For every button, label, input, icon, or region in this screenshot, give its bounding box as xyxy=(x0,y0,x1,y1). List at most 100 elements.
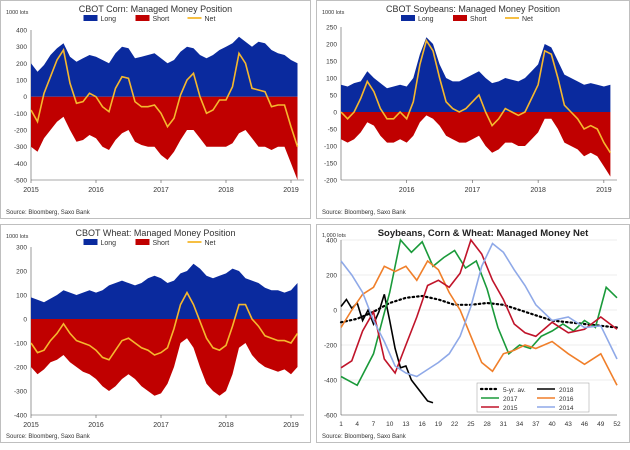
y-tick-label: -50 xyxy=(328,127,338,134)
y-tick-label: 0 xyxy=(23,317,27,324)
net-line xyxy=(30,47,299,147)
chart-title: CBOT Corn: Managed Money Position xyxy=(79,4,232,14)
source-note: Source: Bloomberg, Saxo Bank xyxy=(322,210,407,216)
source-note: Source: Bloomberg, Saxo Bank xyxy=(6,434,91,440)
x-tick-label: 13 xyxy=(402,421,410,428)
y-tick-label: 200 xyxy=(326,42,337,49)
legend-label: Long xyxy=(101,16,117,23)
x-tick-label: 10 xyxy=(386,421,394,428)
net-line xyxy=(30,290,299,361)
chart-title: CBOT Wheat: Managed Money Position xyxy=(76,228,236,238)
legend-swatch-long xyxy=(83,239,98,245)
y-tick-label: 200 xyxy=(16,61,27,68)
y-tick-label: 100 xyxy=(326,76,337,83)
y-tick-label: -100 xyxy=(14,341,27,348)
legend: Long Short Net xyxy=(83,15,216,23)
x-tick-label: 2016 xyxy=(88,187,104,194)
x-tick-label: 2017 xyxy=(465,187,481,194)
y-tick-label: 300 xyxy=(16,245,27,252)
y-tick-label: -300 xyxy=(14,144,27,151)
short-area xyxy=(31,319,298,396)
net-line xyxy=(340,38,612,154)
x-tick-label: 19 xyxy=(435,421,443,428)
x-tick-label: 2016 xyxy=(88,422,104,429)
x-tick-label: 2015 xyxy=(23,187,39,194)
legend-label: 2016 xyxy=(559,396,574,403)
x-tick-label: 22 xyxy=(451,421,459,428)
chart-panel-4: Soybeans, Corn & Wheat: Managed Money Ne… xyxy=(316,224,630,443)
chart-panel-1: CBOT Corn: Managed Money Position 1000 lo… xyxy=(0,0,311,219)
unit-label: 1000 lots xyxy=(6,10,29,16)
y-tick-label: 100 xyxy=(16,78,27,85)
series-line-2015 xyxy=(340,238,618,375)
legend-label: 5-yr. av. xyxy=(503,387,526,394)
legend-label: Net xyxy=(205,16,216,23)
y-tick-label: -600 xyxy=(324,413,337,420)
y-tick-label: -400 xyxy=(14,413,27,420)
legend-label: 2015 xyxy=(503,405,518,412)
y-tick-label: 50 xyxy=(330,93,338,100)
x-tick-label: 16 xyxy=(419,421,427,428)
unit-label: 1000 lots xyxy=(322,10,345,16)
chart-title: CBOT Soybeans: Managed Money Position xyxy=(386,4,560,14)
y-tick-label: -400 xyxy=(324,378,337,385)
legend-swatch-long xyxy=(83,15,98,21)
x-tick-label: 2019 xyxy=(596,187,612,194)
legend-swatch-short xyxy=(135,15,150,21)
legend: Long Short Net xyxy=(401,15,533,23)
y-tick-label: 150 xyxy=(326,59,337,66)
legend-swatch-long xyxy=(401,15,415,21)
x-tick-label: 25 xyxy=(467,421,475,428)
y-tick-label: 250 xyxy=(326,25,337,32)
y-tick-label: -100 xyxy=(324,144,337,151)
x-tick-label: 2017 xyxy=(153,422,169,429)
legend-label: 2014 xyxy=(559,405,574,412)
legend-label: 2018 xyxy=(559,387,574,394)
short-area xyxy=(341,112,611,177)
x-tick-label: 2018 xyxy=(218,422,234,429)
y-tick-label: -200 xyxy=(324,343,337,350)
legend-label: Long xyxy=(418,16,434,23)
legend: Long Short Net xyxy=(83,239,216,247)
chart-panel-2: CBOT Soybeans: Managed Money Position 100… xyxy=(316,0,630,219)
y-tick-label: -400 xyxy=(14,161,27,168)
chart-title: Soybeans, Corn & Wheat: Managed Money Ne… xyxy=(378,228,589,239)
legend-label: Short xyxy=(153,240,170,247)
x-tick-label: 2019 xyxy=(283,187,299,194)
x-tick-label: 1 xyxy=(339,421,343,428)
x-tick-label: 37 xyxy=(532,421,540,428)
x-tick-label: 40 xyxy=(548,421,556,428)
y-tick-label: 200 xyxy=(16,269,27,276)
x-tick-label: 31 xyxy=(500,421,508,428)
short-area xyxy=(31,96,298,180)
y-tick-label: 0 xyxy=(333,110,337,117)
unit-label: 1,000 lots xyxy=(322,233,346,239)
x-tick-label: 2015 xyxy=(23,422,39,429)
long-area xyxy=(31,263,298,319)
legend: 5-yr. av. 2018 2017 2016 2015 2014 xyxy=(476,382,590,413)
legend-label: Net xyxy=(205,240,216,247)
x-tick-label: 2016 xyxy=(399,187,415,194)
y-tick-label: -500 xyxy=(14,178,27,185)
x-tick-label: 43 xyxy=(565,421,573,428)
legend-label: Long xyxy=(101,240,117,247)
legend-label: Net xyxy=(522,16,533,23)
x-tick-label: 4 xyxy=(355,421,359,428)
x-tick-label: 34 xyxy=(516,421,524,428)
x-tick-label: 2018 xyxy=(218,187,234,194)
x-tick-label: 7 xyxy=(372,421,376,428)
y-tick-label: 200 xyxy=(326,273,337,280)
x-tick-label: 52 xyxy=(613,421,621,428)
y-tick-label: -200 xyxy=(14,365,27,372)
y-tick-label: -200 xyxy=(324,178,337,185)
legend-label: 2017 xyxy=(503,396,518,403)
legend-swatch-short xyxy=(453,15,467,21)
y-tick-label: -200 xyxy=(14,128,27,135)
legend-swatch-short xyxy=(135,239,150,245)
y-tick-label: 400 xyxy=(16,28,27,35)
y-tick-label: -150 xyxy=(324,161,337,168)
y-tick-label: 0 xyxy=(23,94,27,101)
long-area xyxy=(31,36,298,97)
